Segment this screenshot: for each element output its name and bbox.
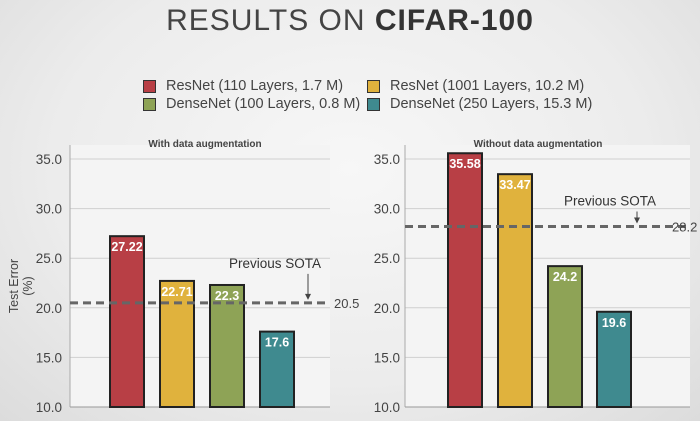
legend-swatch [367,97,380,111]
bar-value-label: 19.6 [602,316,626,330]
legend-label: ResNet (110 Layers, 1.7 M) [166,78,344,94]
bar [209,283,245,409]
bar [159,279,195,409]
reference-label: Previous SOTA [229,256,321,271]
bar [497,173,533,408]
legend-label: DenseNet (100 Layers, 0.8 M) [166,96,361,112]
panel-title: With data augmentation [148,139,261,150]
y-tick-label: 20.0 [36,301,62,316]
bar-value-label: 22.3 [215,289,239,303]
bar-value-label: 24.2 [553,270,577,284]
bar [447,152,483,408]
legend-item-resnet-1001: ResNet (1001 Layers, 10.2 M) [367,78,584,94]
bar [596,310,632,409]
legend-item-densenet-100: DenseNet (100 Layers, 0.8 M) [143,96,360,112]
y-tick-label: 20.0 [374,301,400,316]
bar [109,235,145,408]
bar-value-label: 35.58 [449,157,480,171]
legend-label: ResNet (1001 Layers, 10.2 M) [390,78,585,94]
y-tick-label: 30.0 [374,202,400,217]
bar [547,265,583,408]
reference-arrow-head [305,293,311,300]
legend-swatch [367,79,380,93]
legend-item-densenet-250: DenseNet (250 Layers, 15.3 M) [367,96,592,112]
bar-value-label: 27.22 [111,240,142,254]
legend-swatch [143,97,156,111]
bar-value-label: 22.71 [161,285,192,299]
bar-value-label: 17.6 [265,336,289,350]
y-tick-label: 30.0 [36,202,62,217]
title-bold: CIFAR-100 [374,4,534,37]
bar-value-label: 33.47 [499,178,530,192]
reference-value-label: 20.5 [334,296,359,311]
legend-item-resnet-110: ResNet (110 Layers, 1.7 M) [143,78,343,94]
reference-value-label: 28.2 [672,219,697,234]
panel-title: Without data augmentation [474,139,603,150]
y-tick-label: 25.0 [374,251,400,266]
title-plain: RESULTS ON [166,4,375,37]
y-tick-label: 15.0 [36,350,62,365]
reference-arrow-head [634,217,640,224]
page-title: RESULTS ON CIFAR-100 [0,4,700,38]
reference-label: Previous SOTA [564,193,656,208]
legend-label: DenseNet (250 Layers, 15.3 M) [390,96,593,112]
y-tick-label: 35.0 [374,152,400,167]
y-tick-label: 10.0 [374,400,400,415]
legend-swatch [143,79,156,93]
y-tick-label: 15.0 [374,350,400,365]
y-tick-label: 35.0 [36,152,62,167]
y-tick-label: 10.0 [36,400,62,415]
y-tick-label: 25.0 [36,251,62,266]
bar [259,330,295,408]
